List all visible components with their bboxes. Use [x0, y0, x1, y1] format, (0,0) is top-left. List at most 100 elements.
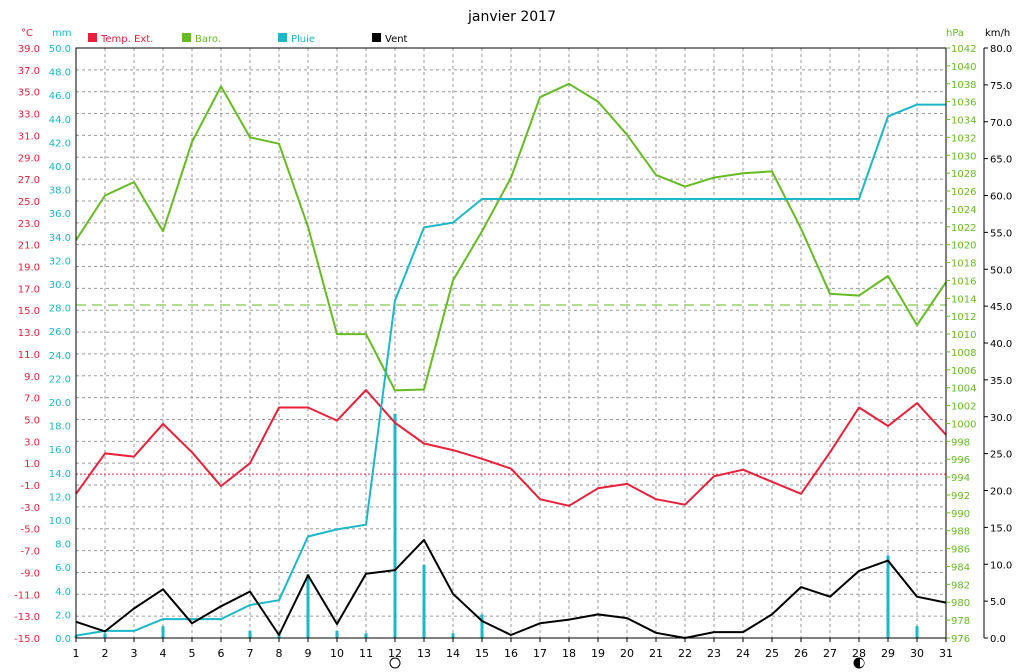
rain-tick-label: 42.0: [49, 138, 71, 149]
rain-tick-label: 4.0: [55, 587, 71, 598]
rain-bar-day-7: [248, 630, 252, 638]
baro-tick-label: 1002: [951, 402, 976, 413]
rain-tick-label: 20.0: [49, 398, 71, 409]
rain-tick-label: 26.0: [49, 327, 71, 338]
series-lines: [75, 82, 947, 639]
temp-tick-label: 3.0: [24, 437, 40, 448]
series-line-temp: [75, 389, 947, 507]
legend-swatch-baro: [182, 33, 191, 42]
rain-bar-day-10: [335, 630, 339, 638]
wind-tick-label: 65.0: [990, 155, 1012, 166]
x-tick-label: 8: [276, 647, 283, 660]
temp-tick-label: -13.0: [14, 612, 40, 623]
x-tick-label: 12: [388, 647, 402, 660]
temp-tick-label: 21.0: [18, 241, 40, 252]
wind-tick-label: 15.0: [990, 523, 1012, 534]
rain-bar-day-14: [451, 633, 455, 638]
x-tick-label: 13: [417, 647, 431, 660]
wind-tick-label: 80.0: [990, 44, 1012, 55]
x-tick-label: 22: [678, 647, 692, 660]
temp-tick-label: 35.0: [18, 88, 40, 99]
x-tick-label: 10: [330, 647, 344, 660]
legend-label-temp: Temp. Ext.: [100, 34, 153, 45]
baro-tick-label: 988: [951, 527, 970, 538]
temp-tick-label: 19.0: [18, 263, 40, 274]
baro-tick-label: 1006: [951, 366, 976, 377]
rain-bar-day-4: [161, 626, 165, 638]
x-tick-label: 25: [765, 647, 779, 660]
legend: Temp. Ext. Baro. Pluie Vent: [88, 33, 408, 45]
temp-axis-ticks: -15.0 -13.0 -11.0 -9.0 -7.0 -5.0 -3.0 -1.0 1.0 3.…: [14, 44, 40, 645]
rain-tick-label: 16.0: [49, 445, 71, 456]
baro-tick-label: 976: [951, 634, 970, 645]
baro-tick-label: 1034: [951, 116, 976, 127]
wind-axis-unit: km/h: [985, 28, 1010, 39]
baro-tick-label: 1022: [951, 223, 976, 234]
x-tick-label: 30: [910, 647, 924, 660]
x-tick-label: 11: [359, 647, 373, 660]
rain-tick-label: 18.0: [49, 422, 71, 433]
rain-tick-label: 34.0: [49, 233, 71, 244]
baro-tick-label: 986: [951, 545, 970, 556]
baro-tick-label: 984: [951, 562, 970, 573]
legend-label-baro: Baro.: [195, 34, 221, 45]
wind-tick-label: 50.0: [990, 265, 1012, 276]
rain-tick-label: 46.0: [49, 91, 71, 102]
baro-tick-label: 1032: [951, 133, 976, 144]
x-axis-ticks: 1 2 3 4 5 6 7 8 9 10 11 12 13 14 15 16 17 18 19 20 21 22 23 24 2…: [73, 638, 953, 660]
baro-tick-label: 1004: [951, 384, 976, 395]
x-tick-label: 5: [189, 647, 196, 660]
x-tick-label: 23: [707, 647, 721, 660]
rain-bar-day-11: [364, 633, 368, 638]
temp-tick-label: 7.0: [24, 394, 40, 405]
rain-bar-day-13: [422, 564, 426, 638]
temp-tick-label: -11.0: [14, 590, 40, 601]
x-tick-label: 3: [131, 647, 138, 660]
baro-tick-label: 996: [951, 455, 970, 466]
x-tick-label: 19: [591, 647, 605, 660]
rain-tick-label: 28.0: [49, 304, 71, 315]
temp-tick-label: -9.0: [20, 568, 40, 579]
temp-tick-label: 33.0: [18, 110, 40, 121]
rain-tick-label: 38.0: [49, 186, 71, 197]
full-moon-icon: [389, 657, 401, 669]
series-line-baro: [75, 82, 947, 392]
baro-tick-label: 1016: [951, 276, 976, 287]
baro-tick-label: 1036: [951, 98, 976, 109]
x-tick-label: 31: [939, 647, 953, 660]
wind-tick-label: 40.0: [990, 339, 1012, 350]
rain-bar-day-15: [480, 614, 484, 638]
rain-tick-label: 48.0: [49, 68, 71, 79]
x-tick-label: 2: [102, 647, 109, 660]
baro-tick-label: 1014: [951, 294, 976, 305]
temp-tick-label: 39.0: [18, 44, 40, 55]
x-tick-label: 20: [620, 647, 634, 660]
temp-tick-label: 9.0: [24, 372, 40, 383]
rain-bar-day-2: [103, 633, 107, 638]
rain-tick-label: 22.0: [49, 374, 71, 385]
rain-tick-label: 50.0: [49, 44, 71, 55]
rain-daily-bars: [74, 413, 919, 638]
baro-tick-label: 1038: [951, 80, 976, 91]
legend-swatch-temp: [88, 33, 97, 42]
temp-tick-label: -7.0: [20, 547, 40, 558]
baro-tick-label: 1028: [951, 169, 976, 180]
temp-tick-label: 15.0: [18, 306, 40, 317]
rain-bar-day-30: [915, 626, 919, 638]
x-tick-label: 14: [446, 647, 460, 660]
x-tick-label: 29: [881, 647, 895, 660]
wind-tick-label: 35.0: [990, 376, 1012, 387]
wind-tick-label: 25.0: [990, 450, 1012, 461]
wind-tick-label: 0.0: [990, 634, 1006, 645]
wind-tick-label: 5.0: [990, 597, 1006, 608]
temp-tick-label: 1.0: [24, 459, 40, 470]
baro-tick-label: 1024: [951, 205, 976, 216]
temp-tick-label: 17.0: [18, 284, 40, 295]
moon-highlight: [860, 659, 864, 667]
temp-tick-label: -5.0: [20, 525, 40, 536]
rain-tick-label: 0.0: [55, 634, 71, 645]
temp-tick-label: 23.0: [18, 219, 40, 230]
baro-tick-label: 1030: [951, 151, 976, 162]
temp-tick-label: -1.0: [20, 481, 40, 492]
baro-tick-label: 1010: [951, 330, 976, 341]
